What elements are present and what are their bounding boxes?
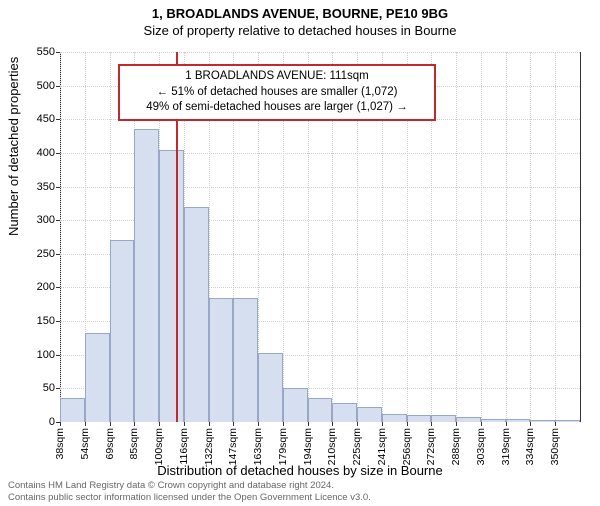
ytick-label: 450	[25, 113, 55, 125]
xtick-label: 319sqm	[500, 428, 512, 465]
histogram-bar	[530, 420, 555, 422]
gridline-v	[481, 52, 482, 422]
histogram-bar	[407, 415, 432, 422]
xtick-mark	[382, 422, 383, 426]
xtick-label: 85sqm	[128, 428, 140, 460]
xtick-mark	[555, 422, 556, 426]
footer-attribution: Contains HM Land Registry data © Crown c…	[8, 480, 371, 504]
xtick-label: 194sqm	[302, 428, 314, 465]
xtick-mark	[407, 422, 408, 426]
histogram-bar	[85, 333, 110, 422]
footer-line-1: Contains HM Land Registry data © Crown c…	[8, 480, 371, 492]
xtick-label: 179sqm	[277, 428, 289, 465]
xtick-label: 350sqm	[549, 428, 561, 465]
xtick-label: 116sqm	[178, 428, 190, 465]
histogram-bar	[159, 150, 184, 422]
xtick-mark	[481, 422, 482, 426]
gridline-v	[506, 52, 507, 422]
histogram-bar	[431, 415, 456, 422]
xtick-mark	[159, 422, 160, 426]
xtick-mark	[134, 422, 135, 426]
xtick-label: 147sqm	[227, 428, 239, 465]
xtick-label: 163sqm	[252, 428, 264, 465]
xtick-label: 303sqm	[475, 428, 487, 465]
gridline-v	[555, 52, 556, 422]
xtick-label: 132sqm	[203, 428, 215, 465]
xtick-mark	[85, 422, 86, 426]
ytick-label: 350	[25, 181, 55, 193]
xtick-label: 256sqm	[401, 428, 413, 465]
gridline-v	[530, 52, 531, 422]
histogram-bar	[357, 407, 382, 422]
xtick-mark	[283, 422, 284, 426]
histogram-bar	[332, 403, 357, 422]
footer-line-2: Contains public sector information licen…	[8, 492, 371, 504]
callout-box: 1 BROADLANDS AVENUE: 111sqm← 51% of deta…	[118, 64, 436, 121]
ytick-label: 150	[25, 315, 55, 327]
ytick-label: 200	[25, 281, 55, 293]
xtick-mark	[110, 422, 111, 426]
histogram-bar	[308, 398, 333, 422]
histogram-bar	[456, 417, 481, 422]
xtick-label: 241sqm	[376, 428, 388, 465]
ytick-label: 400	[25, 147, 55, 159]
xtick-label: 38sqm	[54, 428, 66, 460]
histogram-bar	[233, 298, 258, 422]
xtick-mark	[456, 422, 457, 426]
xtick-mark	[506, 422, 507, 426]
xtick-mark	[308, 422, 309, 426]
xtick-label: 288sqm	[450, 428, 462, 465]
ytick-label: 550	[25, 46, 55, 58]
histogram-bar	[481, 419, 506, 422]
xtick-label: 100sqm	[153, 428, 165, 465]
histogram-plot: 05010015020025030035040045050055038sqm54…	[60, 52, 581, 422]
xtick-label: 225sqm	[351, 428, 363, 465]
histogram-bar	[382, 414, 407, 422]
xtick-mark	[60, 422, 61, 426]
x-axis-label: Distribution of detached houses by size …	[0, 463, 600, 478]
y-axis-label: Number of detached properties	[6, 57, 21, 236]
histogram-bar	[110, 240, 135, 422]
ytick-label: 250	[25, 248, 55, 260]
xtick-mark	[332, 422, 333, 426]
histogram-bar	[209, 298, 234, 422]
xtick-label: 69sqm	[104, 428, 116, 460]
xtick-mark	[431, 422, 432, 426]
callout-line: 1 BROADLANDS AVENUE: 111sqm	[128, 69, 426, 85]
title-address: 1, BROADLANDS AVENUE, BOURNE, PE10 9BG	[0, 6, 600, 21]
gridline-v	[456, 52, 457, 422]
xtick-mark	[357, 422, 358, 426]
histogram-bar	[283, 388, 308, 422]
title-subtitle: Size of property relative to detached ho…	[0, 23, 600, 38]
histogram-bar	[506, 419, 531, 422]
xtick-label: 54sqm	[79, 428, 91, 460]
xtick-label: 210sqm	[326, 428, 338, 465]
xtick-mark	[530, 422, 531, 426]
ytick-label: 500	[25, 80, 55, 92]
ytick-label: 0	[25, 416, 55, 428]
callout-line: ← 51% of detached houses are smaller (1,…	[128, 85, 426, 101]
histogram-bar	[555, 420, 580, 422]
ytick-label: 300	[25, 214, 55, 226]
xtick-mark	[258, 422, 259, 426]
xtick-label: 272sqm	[425, 428, 437, 465]
gridline-v	[60, 52, 61, 422]
histogram-bar	[184, 207, 209, 422]
gridline-h	[60, 52, 580, 53]
histogram-bar	[134, 129, 159, 422]
histogram-bar	[60, 398, 85, 422]
xtick-mark	[233, 422, 234, 426]
ytick-label: 100	[25, 349, 55, 361]
xtick-mark	[209, 422, 210, 426]
histogram-bar	[258, 353, 283, 422]
ytick-label: 50	[25, 382, 55, 394]
xtick-label: 334sqm	[524, 428, 536, 465]
xtick-mark	[184, 422, 185, 426]
callout-line: 49% of semi-detached houses are larger (…	[128, 100, 426, 116]
